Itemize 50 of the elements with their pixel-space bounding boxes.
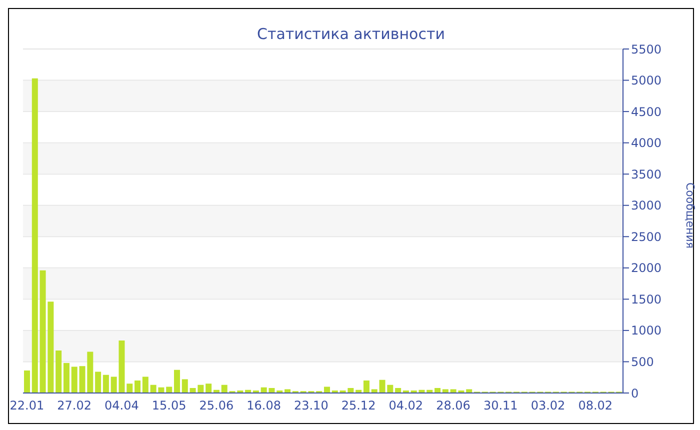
x-tick-label: 28.06	[436, 398, 470, 413]
bar	[221, 384, 228, 393]
x-tick-label: 16.08	[246, 398, 281, 413]
bar	[102, 374, 109, 393]
bar	[126, 384, 133, 393]
bar	[95, 372, 102, 393]
bar	[166, 386, 172, 393]
bar	[24, 370, 30, 393]
x-tick-label: 04.04	[104, 398, 139, 413]
y-tick-label: 2000	[631, 261, 662, 276]
bar	[371, 389, 378, 393]
bar	[174, 370, 180, 393]
y-tick-label: 3000	[631, 198, 662, 213]
y-tick-label: 0	[631, 386, 639, 400]
y-tick-label: 4000	[631, 136, 662, 150]
x-tick-label: 03.02	[530, 398, 566, 413]
chart-title: Статистика активности	[256, 25, 446, 43]
bar	[466, 389, 472, 393]
bar	[442, 389, 448, 393]
bar	[284, 389, 291, 393]
bar	[32, 78, 38, 393]
bar	[182, 379, 188, 393]
x-tick-label: 15.05	[152, 398, 186, 413]
y-tick-label: 2500	[631, 230, 662, 244]
x-tick-label: 25.12	[341, 398, 376, 413]
y-tick-label: 4500	[631, 104, 662, 119]
bar	[395, 388, 402, 393]
bar	[134, 380, 141, 393]
x-tick-label: 30.11	[483, 398, 518, 413]
y-tick-label: 500	[631, 354, 654, 369]
bar	[324, 386, 330, 393]
y-tick-label: 5000	[631, 74, 662, 88]
bar	[71, 366, 78, 393]
bar	[206, 384, 212, 393]
bar	[56, 350, 62, 393]
y-tick-label: 1500	[631, 292, 662, 306]
y-axis-title: Сообщения	[683, 182, 696, 249]
y-tick-label: 1000	[631, 324, 662, 338]
x-tick-label: 22.01	[10, 398, 44, 413]
x-tick-label: 25.06	[199, 398, 234, 413]
bar	[142, 376, 148, 393]
x-tick-label: 04.02	[388, 398, 424, 413]
bar	[63, 362, 70, 393]
y-tick-label: 5500	[631, 42, 662, 56]
x-tick-label: 27.02	[57, 398, 92, 413]
x-tick-label: 08.02	[578, 398, 613, 413]
y-tick-label: 3500	[631, 167, 662, 182]
x-tick-label: 23.10	[294, 398, 328, 413]
bar	[363, 380, 370, 393]
bar	[434, 388, 441, 393]
